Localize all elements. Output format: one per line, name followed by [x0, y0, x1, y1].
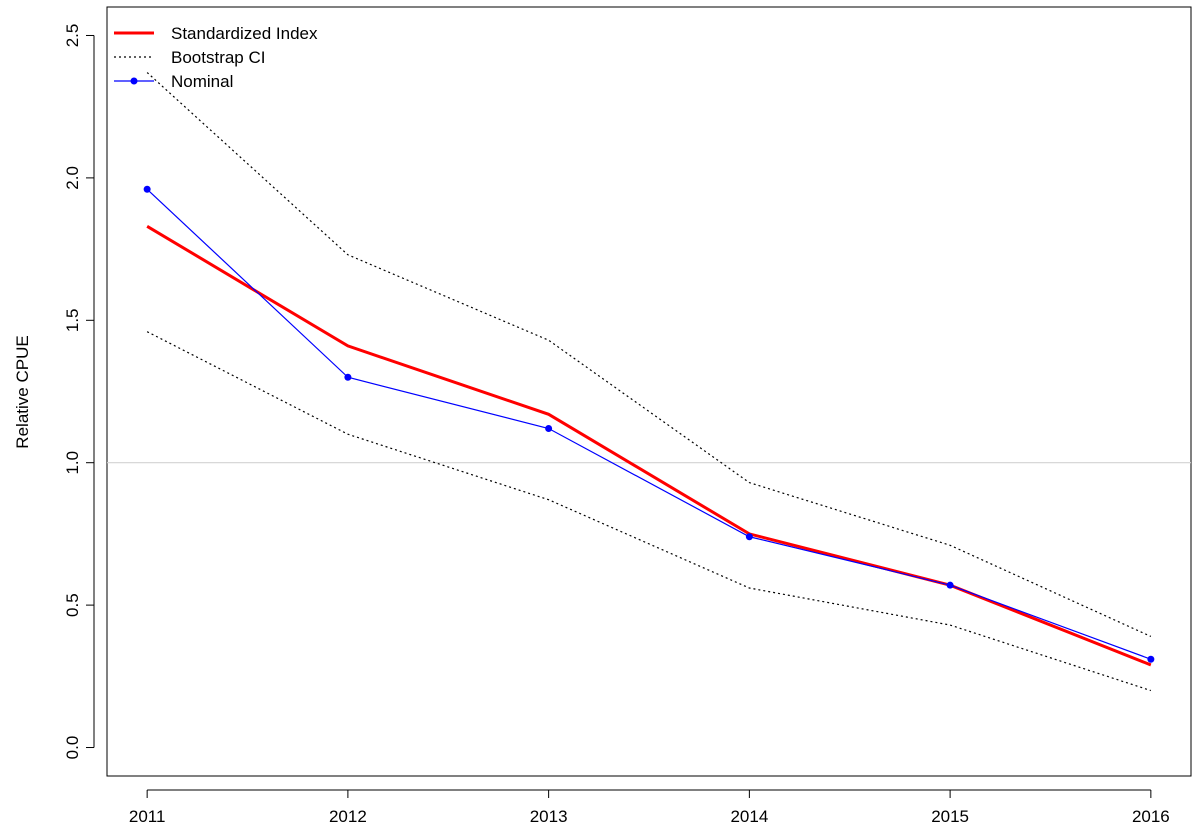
x-tick-label: 2016: [1132, 807, 1170, 826]
legend-label: Bootstrap CI: [171, 48, 266, 67]
nominal-point: [344, 373, 352, 381]
x-tick-label: 2012: [329, 807, 367, 826]
nominal-point: [745, 533, 753, 541]
nominal-point: [545, 425, 553, 433]
nominal-line: [146, 188, 1152, 660]
nominal-point: [1147, 655, 1155, 663]
legend-label: Nominal: [171, 72, 233, 91]
x-tick-label: 2011: [129, 807, 166, 826]
plot-frame: [106, 6, 1192, 777]
ci-line: [146, 331, 1152, 692]
y-tick-label: 0.0: [63, 736, 82, 760]
nominal-point: [946, 581, 954, 589]
y-tick-label: 0.5: [63, 593, 82, 617]
y-tick-label: 2.5: [63, 24, 82, 48]
y-tick-label: 1.0: [63, 451, 82, 475]
y-axis-title: Relative CPUE: [13, 335, 32, 448]
ci-line: [146, 72, 1152, 637]
x-tick-label: 2015: [931, 807, 969, 826]
nominal-point: [143, 185, 151, 193]
legend-label: Standardized Index: [171, 24, 318, 43]
legend-marker: [130, 77, 138, 85]
x-tick-label: 2013: [530, 807, 568, 826]
y-tick-label: 2.0: [63, 166, 82, 190]
x-tick-label: 2014: [730, 807, 768, 826]
standardized-index-line: [146, 225, 1152, 667]
y-tick-label: 1.5: [63, 308, 82, 332]
